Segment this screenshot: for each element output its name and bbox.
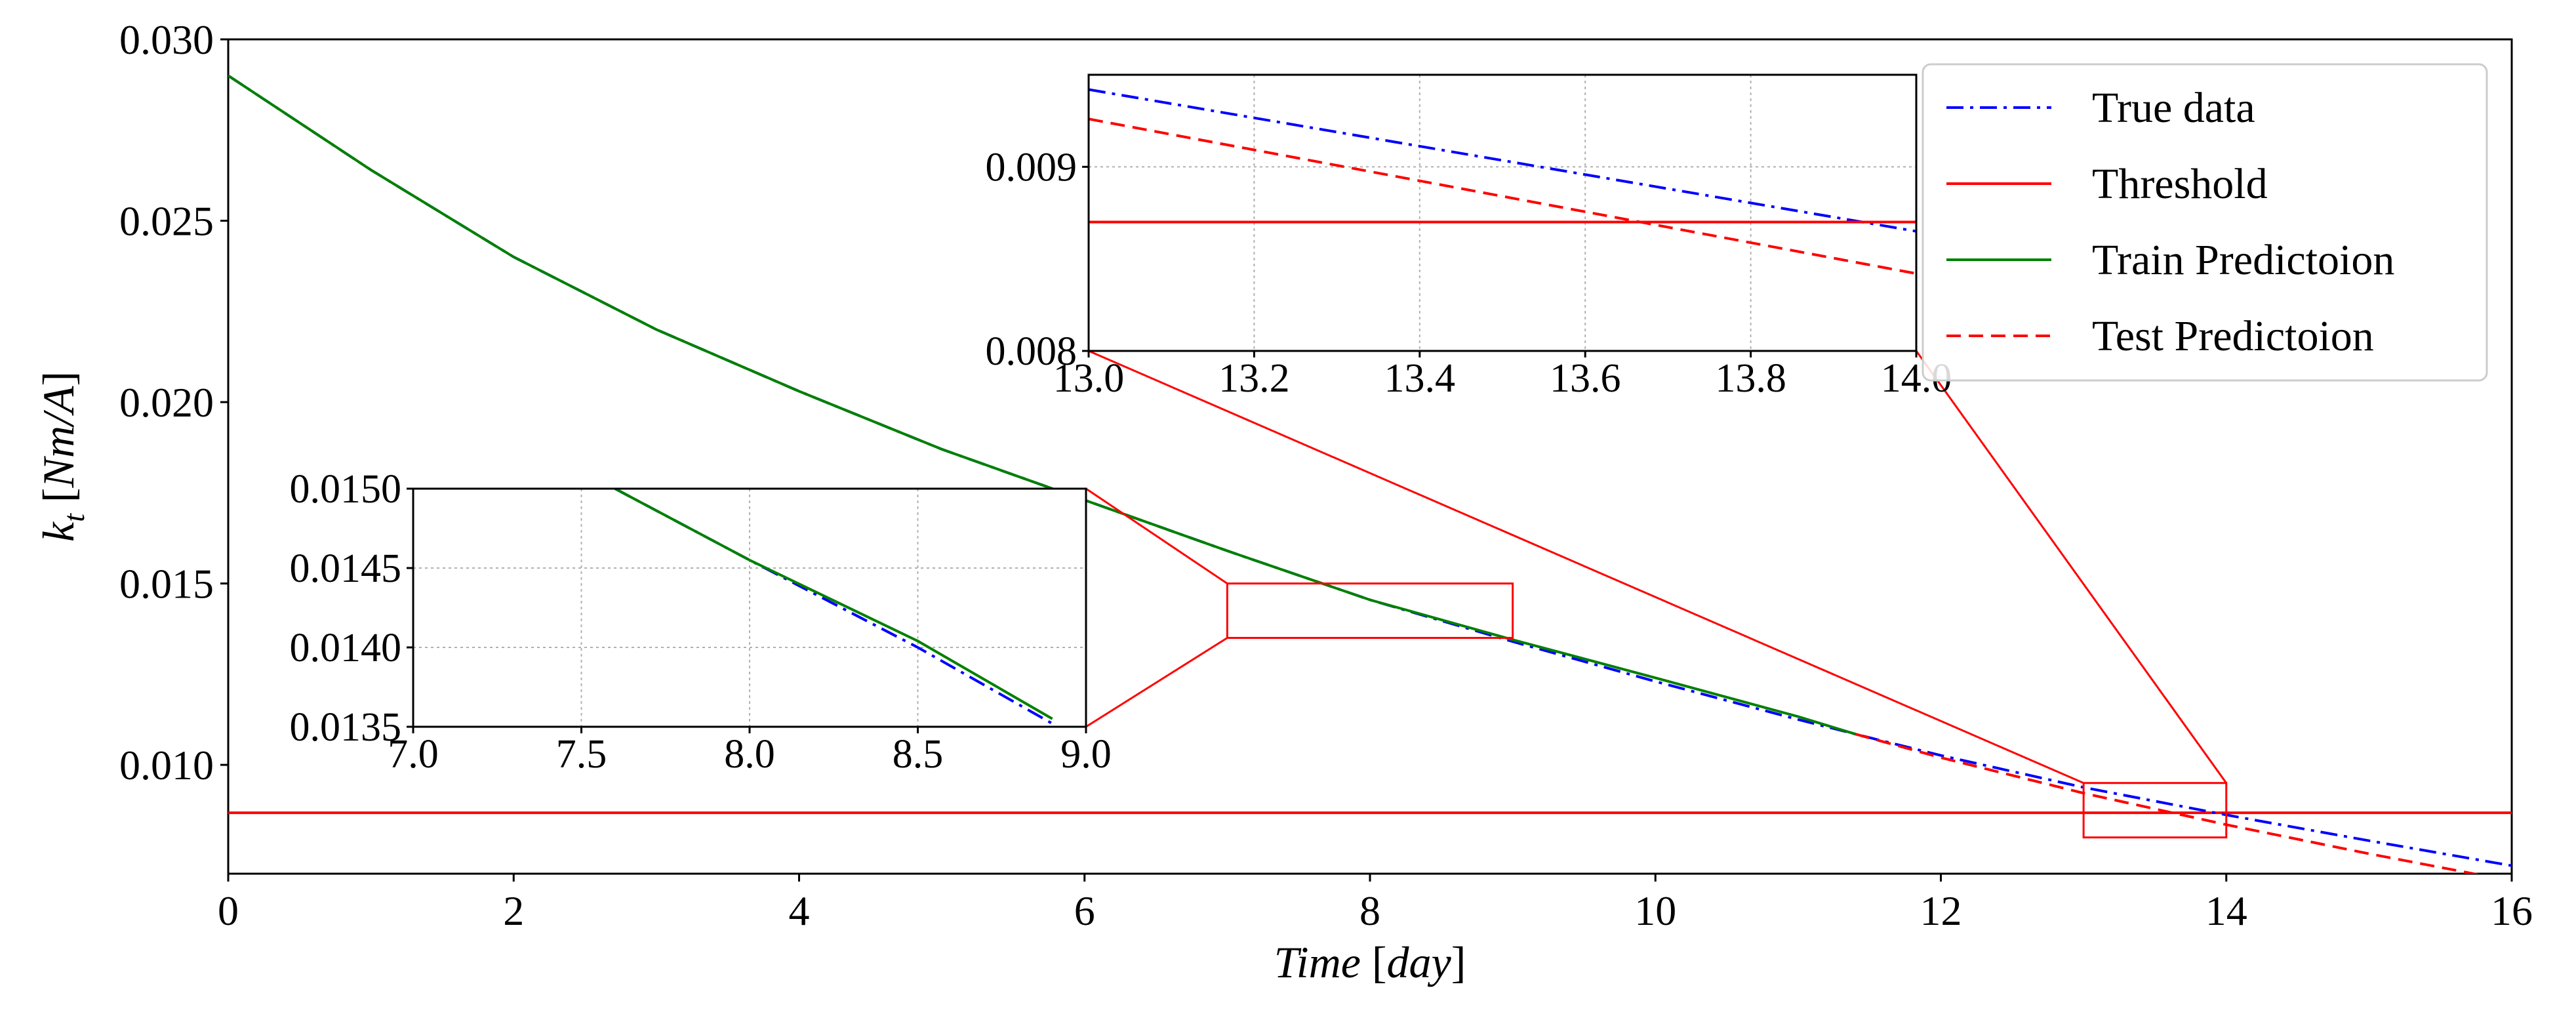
connector-line — [1085, 487, 1228, 584]
x-tick-label: 4 — [789, 887, 810, 934]
x-tick-label: 2 — [503, 887, 524, 934]
y-tick-label: 0.015 — [119, 561, 214, 607]
y-tick-label: 0.020 — [119, 379, 214, 426]
inset-x-tick-label: 7.0 — [388, 732, 439, 777]
inset-y-tick-label: 0.0140 — [290, 626, 402, 670]
legend-label: Train Predictoion — [2092, 236, 2394, 284]
inset-background — [1089, 75, 1916, 351]
connector-line — [1915, 350, 2227, 784]
zoom-layer — [1085, 350, 2228, 839]
inset-1: 7.0 7.5 8.0 8.5 9.0 0.0135 0.0140 0.0145 0.0150 — [290, 467, 1112, 777]
y-axis-label-open: [ — [33, 487, 83, 514]
inset-y-tick-label: 0.0145 — [290, 546, 402, 591]
legend-label: True data — [2092, 84, 2255, 132]
x-axis-label-open: [ — [1372, 937, 1387, 987]
inset-x-tick-label: 13.8 — [1715, 356, 1786, 401]
legend-label: Test Predictoion — [2092, 312, 2374, 360]
inset-y-tick-label: 0.008 — [986, 329, 1077, 374]
x-tick-label: 14 — [2205, 887, 2247, 934]
inset-x-tick-label: 13.4 — [1384, 356, 1456, 401]
x-tick-label: 8 — [1359, 887, 1380, 934]
x-tick-label: 6 — [1074, 887, 1095, 934]
y-axis-label: kt [Nm/A] — [33, 371, 91, 542]
x-axis-label-space — [1361, 937, 1372, 987]
legend-box — [1922, 63, 2488, 382]
legend: True data Threshold Train Predictoion Test … — [1922, 63, 2488, 382]
inset-x-tick-label: 8.5 — [893, 732, 944, 777]
x-tick-label: 10 — [1634, 887, 1676, 934]
x-tick-label: 16 — [2491, 887, 2533, 934]
y-axis-label-unit: Nm/A — [33, 386, 83, 488]
inset-x-tick-label: 13.0 — [1053, 356, 1125, 401]
inset-x-tick-label: 13.6 — [1550, 356, 1621, 401]
x-axis-label-close: ] — [1451, 937, 1466, 987]
connector-line — [1085, 637, 1228, 728]
zoom-box-2 — [2082, 782, 2228, 839]
x-axis-label-var: Time — [1274, 937, 1361, 987]
inset-y-tick-label: 0.0135 — [290, 705, 402, 750]
connector-line — [1088, 350, 2084, 784]
legend-label: Threshold — [2092, 160, 2268, 208]
x-tick-label: 0 — [218, 887, 239, 934]
series-test-predictoion — [1855, 733, 2481, 874]
x-tick-label: 12 — [1920, 887, 1962, 934]
y-axis-label-symbol: k — [33, 521, 83, 542]
inset-series-test-predictoion — [1089, 117, 1916, 275]
inset-layer: 7.0 7.5 8.0 8.5 9.0 0.0135 0.0140 0.0145 0.0150 1… — [290, 73, 1952, 777]
inset-y-tick-label: 0.0150 — [290, 467, 402, 512]
inset-frame — [1087, 73, 1918, 352]
inset-series-train-predictoion — [614, 489, 1053, 720]
x-axis-label: Time [day] — [1274, 937, 1466, 987]
y-tick-label: 0.030 — [119, 16, 214, 63]
inset-y-tick-label: 0.009 — [986, 145, 1077, 190]
inset-x-tick-label: 13.2 — [1218, 356, 1290, 401]
inset-x-tick-label: 7.5 — [556, 732, 607, 777]
zoom-box-1 — [1226, 582, 1514, 640]
inset-x-tick-label: 8.0 — [724, 732, 775, 777]
y-axis-label-close: ] — [33, 371, 83, 386]
y-axis-label-sub: t — [57, 513, 91, 522]
y-tick-label: 0.025 — [119, 198, 214, 245]
y-tick-label: 0.010 — [119, 742, 214, 788]
inset-x-tick-label: 9.0 — [1060, 732, 1112, 777]
x-axis-label-unit: day — [1387, 937, 1452, 987]
inset-series-true-data — [1089, 88, 1916, 233]
